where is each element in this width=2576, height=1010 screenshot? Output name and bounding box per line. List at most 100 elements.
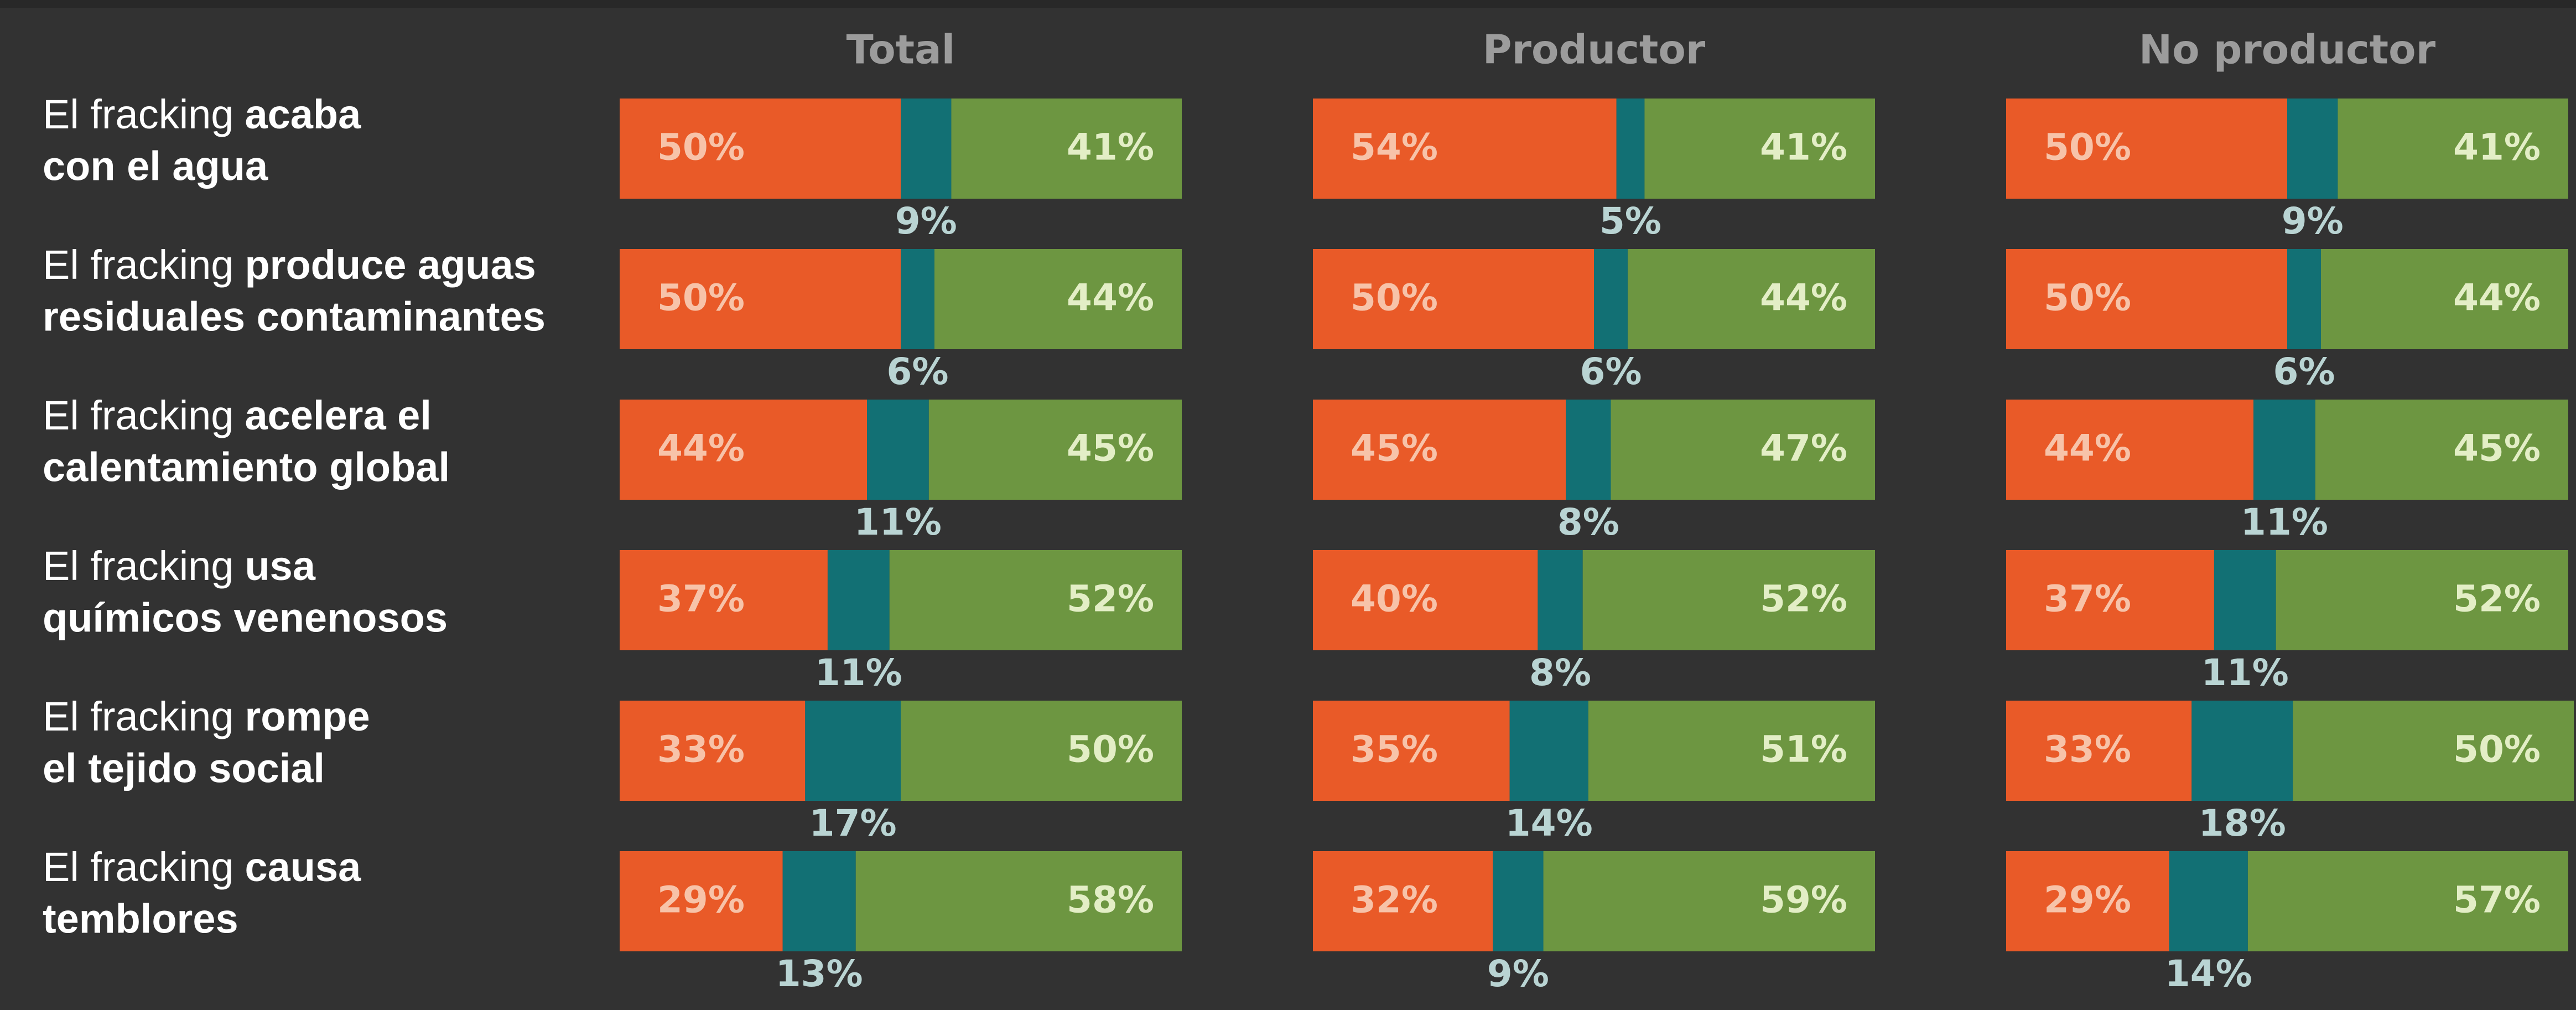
bar-segment <box>2276 550 2568 650</box>
value-label: 13% <box>776 952 863 995</box>
bar-segment <box>2169 851 2248 951</box>
value-label: 14% <box>2165 952 2252 995</box>
row-label-plain: El fracking <box>43 242 233 288</box>
value-label: 6% <box>1580 350 1642 393</box>
bar-segment <box>620 550 828 650</box>
row-label-plain: El fracking <box>43 392 233 438</box>
bar-segment <box>2338 99 2568 199</box>
value-label: 6% <box>2273 350 2335 393</box>
panel-title: Productor <box>1483 27 1706 73</box>
bar-segment <box>827 550 890 650</box>
value-label: 52% <box>2453 578 2541 620</box>
row-label-bold: residuales contaminantes <box>43 294 546 340</box>
bar-segment <box>1627 249 1875 349</box>
row-label-bold: rompe <box>245 693 370 739</box>
value-label: 37% <box>2044 578 2131 620</box>
bar-segment <box>1313 99 1617 199</box>
bar-segment <box>1313 701 1510 801</box>
bar-segment <box>1566 400 1611 500</box>
row-label-bold: temblores <box>43 896 238 942</box>
bar-segment <box>1538 550 1583 650</box>
bar-segment <box>1616 99 1645 199</box>
bar-segment <box>805 701 901 801</box>
value-label: 37% <box>657 578 745 620</box>
value-label: 8% <box>1529 651 1591 694</box>
bar-segment <box>2006 99 2287 199</box>
row-label-plain: El fracking <box>43 844 233 890</box>
value-label: 33% <box>2044 728 2131 771</box>
value-label: 45% <box>1351 427 1438 470</box>
bar-segment <box>2006 550 2214 650</box>
panel-title: No productor <box>2139 27 2436 73</box>
bar-segment <box>1611 400 1875 500</box>
value-label: 44% <box>2044 427 2131 470</box>
value-label: 33% <box>657 728 745 771</box>
row-label-bold: usa <box>245 543 315 589</box>
value-label: 11% <box>815 651 902 694</box>
row-label: El fracking acelera el <box>43 392 432 438</box>
bar-segment <box>1313 400 1566 500</box>
value-label: 44% <box>1067 277 1154 319</box>
row-label-bold: con el agua <box>43 143 268 189</box>
bar-segment <box>620 851 783 951</box>
row-label-bold: acaba <box>245 91 361 137</box>
value-label: 41% <box>1760 126 1847 169</box>
bar-segment <box>928 400 1182 500</box>
value-label: 18% <box>2199 802 2286 845</box>
value-label: 44% <box>1760 277 1847 319</box>
row-label-bold: calentamiento global <box>43 444 450 490</box>
value-label: 32% <box>1351 879 1438 921</box>
value-label: 45% <box>1067 427 1154 470</box>
bar-segment <box>2006 701 2192 801</box>
value-label: 5% <box>1599 200 1661 242</box>
row-label-bold: químicos venenosos <box>43 595 448 641</box>
value-label: 44% <box>2453 277 2541 319</box>
value-label: 17% <box>809 802 897 845</box>
bar-segment <box>2247 851 2568 951</box>
value-label: 50% <box>1067 728 1154 771</box>
value-label: 50% <box>2044 126 2131 169</box>
bar-segment <box>2253 400 2315 500</box>
bar-segment <box>2006 249 2287 349</box>
value-label: 44% <box>657 427 745 470</box>
row-label-bold: produce aguas <box>245 242 536 288</box>
bar-segment <box>2320 249 2568 349</box>
row-label-plain: El fracking <box>43 543 233 589</box>
row-label-bold: el tejido social <box>43 745 325 791</box>
value-label: 11% <box>854 501 942 543</box>
bar-segment <box>1313 550 1538 650</box>
row-label-plain: El fracking <box>43 693 233 739</box>
bar-segment <box>855 851 1182 951</box>
bar-segment <box>2191 701 2293 801</box>
value-label: 52% <box>1067 578 1154 620</box>
value-label: 52% <box>1760 578 1847 620</box>
bar-segment <box>2293 701 2574 801</box>
value-label: 9% <box>895 200 957 242</box>
row-label-bold: acelera el <box>245 392 431 438</box>
row-label: El fracking produce aguas <box>43 242 536 288</box>
bar-segment <box>867 400 929 500</box>
row-label: El fracking acaba <box>43 91 361 137</box>
bar-segment <box>2315 400 2568 500</box>
value-label: 11% <box>2241 501 2328 543</box>
bar-segment <box>1313 851 1493 951</box>
bar-segment <box>951 99 1182 199</box>
row-label: El fracking rompe <box>43 693 370 739</box>
bar-segment <box>1313 249 1594 349</box>
panel-title: Total <box>846 27 955 73</box>
value-label: 8% <box>1557 501 1619 543</box>
bar-segment <box>901 99 952 199</box>
bar-segment <box>2214 550 2276 650</box>
bar-segment <box>901 701 1182 801</box>
value-label: 41% <box>2453 126 2541 169</box>
value-label: 51% <box>1760 728 1847 771</box>
row-label: El fracking causa <box>43 844 361 890</box>
bar-segment <box>1493 851 1544 951</box>
row-label: El fracking usa <box>43 543 316 589</box>
value-label: 57% <box>2453 879 2541 921</box>
value-label: 47% <box>1760 427 1847 470</box>
value-label: 58% <box>1067 879 1154 921</box>
value-label: 45% <box>2453 427 2541 470</box>
value-label: 54% <box>1351 126 1438 169</box>
